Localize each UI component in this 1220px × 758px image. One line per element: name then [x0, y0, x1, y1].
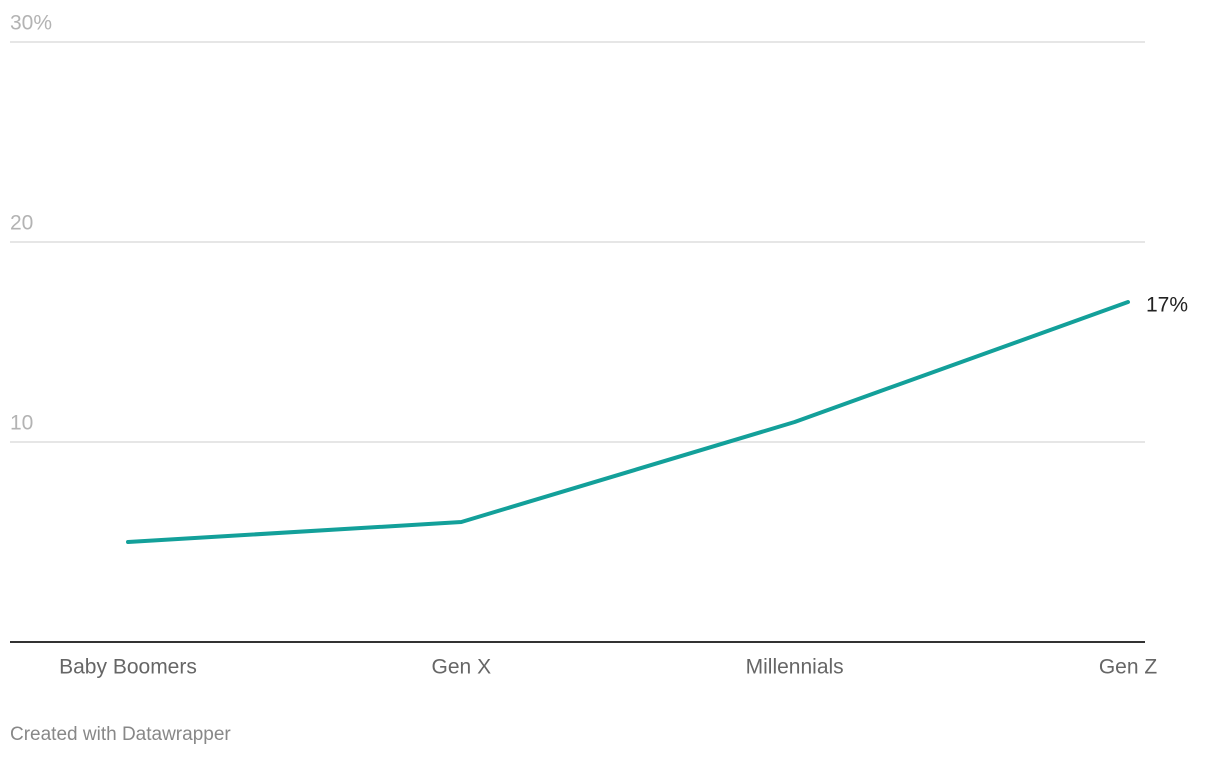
x-tick-label: Baby Boomers: [59, 656, 197, 679]
y-tick-label: 30%: [10, 12, 52, 35]
credit: Created with Datawrapper: [10, 724, 231, 745]
line: [126, 300, 1130, 544]
x-tick-label: Gen X: [432, 656, 492, 679]
x-tick-label: Millennials: [746, 656, 844, 679]
y-tick-label: 20: [10, 212, 33, 235]
value-label: 17%: [1146, 294, 1188, 317]
y-tick-label: 10: [10, 412, 33, 435]
x-tick-label: Gen Z: [1099, 656, 1158, 679]
